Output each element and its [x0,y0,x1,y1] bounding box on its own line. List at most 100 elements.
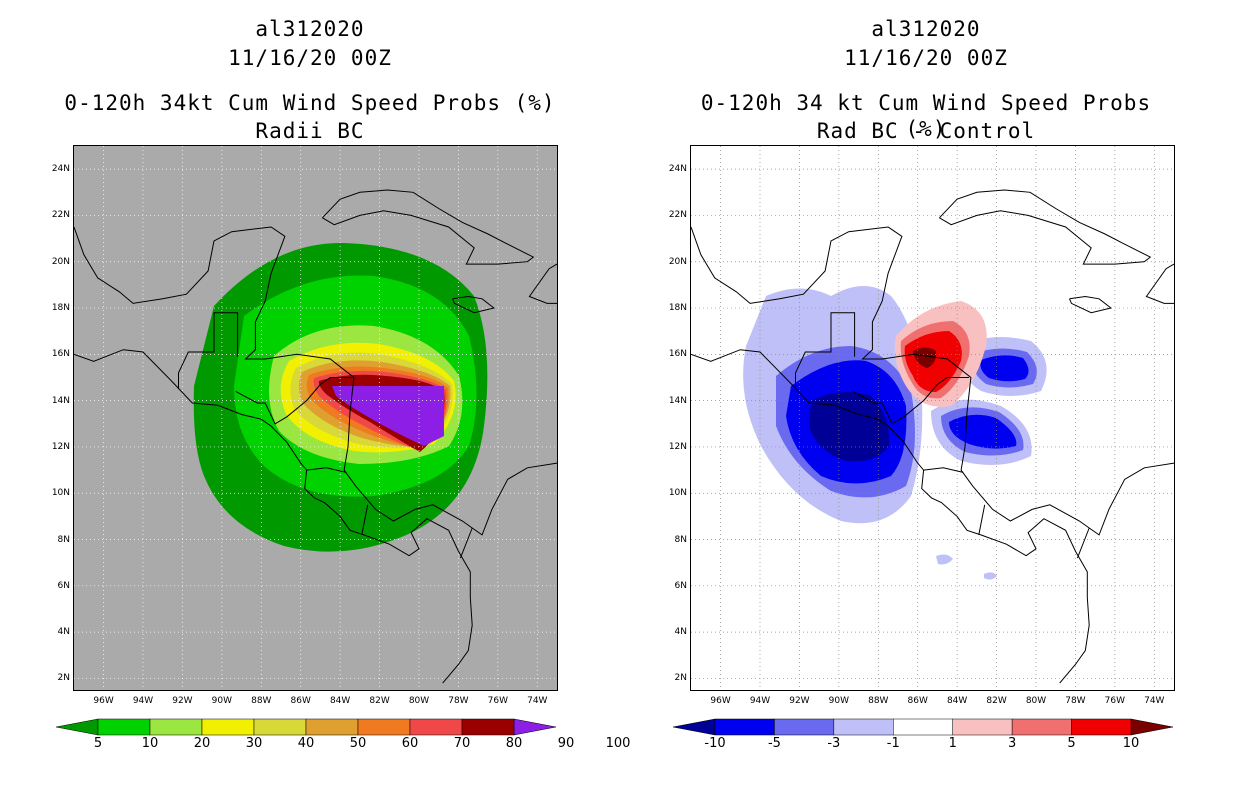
colorbar-swatch [409,718,463,736]
coastline-segment [978,504,986,535]
lon-tick-label: 80W [408,696,430,706]
left-prob-contours [193,242,488,552]
right-subtitle: Rad BC - Control [816,119,1036,143]
right-title: 0-120h 34 kt Cum Wind Speed Probs (%) [700,91,1152,141]
coastline-segment [74,226,557,536]
colorbar-label: 3 [1008,736,1017,751]
colorbar-swatch [97,718,151,736]
lat-tick-label: 10N [668,488,687,499]
right-map-panel [690,145,1175,691]
colorbar-swatch [305,718,359,736]
colorbar-label: 40 [297,736,315,751]
lon-tick-label: 76W [487,696,509,706]
left-probability-map [74,146,557,690]
coastline-segment [691,226,1174,536]
lat-tick-label: 22N [51,210,70,221]
lon-tick-label: 92W [172,696,193,706]
colorbar-swatch [357,718,411,736]
colorbar-swatch [201,718,255,736]
colorbar-label: 5 [93,736,103,751]
colorbar-label: 70 [453,736,471,751]
colorbar-swatch [149,718,203,736]
lat-tick-label: 12N [51,441,70,452]
lon-tick-label: 86W [907,696,928,706]
left-map-panel [73,145,558,691]
lon-tick-label: 82W [369,696,390,706]
lat-tick-label: 4N [674,627,687,638]
coastline-segment [74,349,473,684]
coastline-segment [1069,295,1113,314]
lat-tick-label: 16N [668,349,687,360]
lat-tick-label: 2N [674,673,687,684]
coastline-segment [923,467,964,473]
colorbar-lower-extend [673,718,716,736]
lon-tick-label: 94W [132,696,154,706]
colorbar-label: 30 [245,736,263,751]
coastline-segment [939,189,1152,265]
lat-tick-label: 18N [668,303,687,314]
lon-tick-label: 88W [251,696,272,706]
lat-tick-label: 10N [51,488,70,499]
lon-tick-label: 94W [749,696,771,706]
diff-contour-neg10 [809,392,890,462]
diff-contour-small-neg2 [936,554,953,565]
lat-tick-label: 24N [668,164,687,175]
lon-tick-label: 74W [527,696,548,706]
colorbar-label: -1 [886,736,900,751]
left-coastlines [74,189,557,684]
lat-tick-label: 8N [674,534,687,545]
coastline-segment [322,189,535,265]
colorbar-label: -3 [827,736,841,751]
lon-tick-label: 84W [329,696,351,706]
left-colorbar [56,718,556,736]
colorbar-label: -5 [767,736,781,751]
lat-tick-label: 12N [668,441,687,452]
lat-tick-label: 8N [57,534,70,545]
colorbar-upper-extend [513,718,556,736]
lon-tick-label: 78W [448,696,469,706]
colorbar-label: 10 [141,736,159,751]
lat-tick-label: 4N [57,627,70,638]
colorbar-label: -10 [704,736,726,751]
lat-tick-label: 20N [51,256,70,267]
colorbar-swatch [952,718,1013,736]
coastline-segment [528,263,557,304]
colorbar-swatch [1011,718,1072,736]
lon-tick-label: 82W [986,696,1007,706]
coastline-segment [178,312,239,390]
colorbar-lower-extend [56,718,99,736]
lon-tick-label: 76W [1104,696,1126,706]
left-storm-id: al312020 [255,17,365,41]
colorbar-label: 50 [349,736,367,751]
right-grid [691,146,1174,690]
lat-tick-label: 22N [668,210,687,221]
lat-tick-label: 14N [668,395,687,406]
colorbar-swatch [833,718,894,736]
right-colorbar [673,718,1173,736]
prob-contour-100 [332,386,444,446]
colorbar-label: 60 [401,736,419,751]
coastline-segment [1076,527,1090,559]
lon-tick-label: 88W [868,696,889,706]
lon-tick-label: 96W [93,696,114,706]
coastline-segment [361,504,369,535]
right-coastlines [691,189,1174,684]
colorbar-label: 10 [1122,736,1140,751]
diff-contour-small-neg [984,572,997,580]
lon-tick-label: 80W [1025,696,1047,706]
colorbar-label: 1 [948,736,957,751]
lat-tick-label: 6N [674,580,687,591]
lon-tick-label: 90W [211,696,233,706]
colorbar-label: 90 [557,736,575,751]
lon-tick-label: 90W [828,696,850,706]
coastline-segment [795,312,856,390]
right-storm-id: al312020 [871,17,981,41]
lat-tick-label: 16N [51,349,70,360]
colorbar-label: 20 [193,736,211,751]
diff-contour-right-a-inner [980,355,1029,382]
colorbar-swatch [1071,718,1132,736]
diff-contour-pos10 [913,347,937,368]
lat-tick-label: 24N [51,164,70,175]
left-title: 0-120h 34kt Cum Wind Speed Probs (%) [64,91,556,115]
lat-tick-label: 6N [57,580,70,591]
